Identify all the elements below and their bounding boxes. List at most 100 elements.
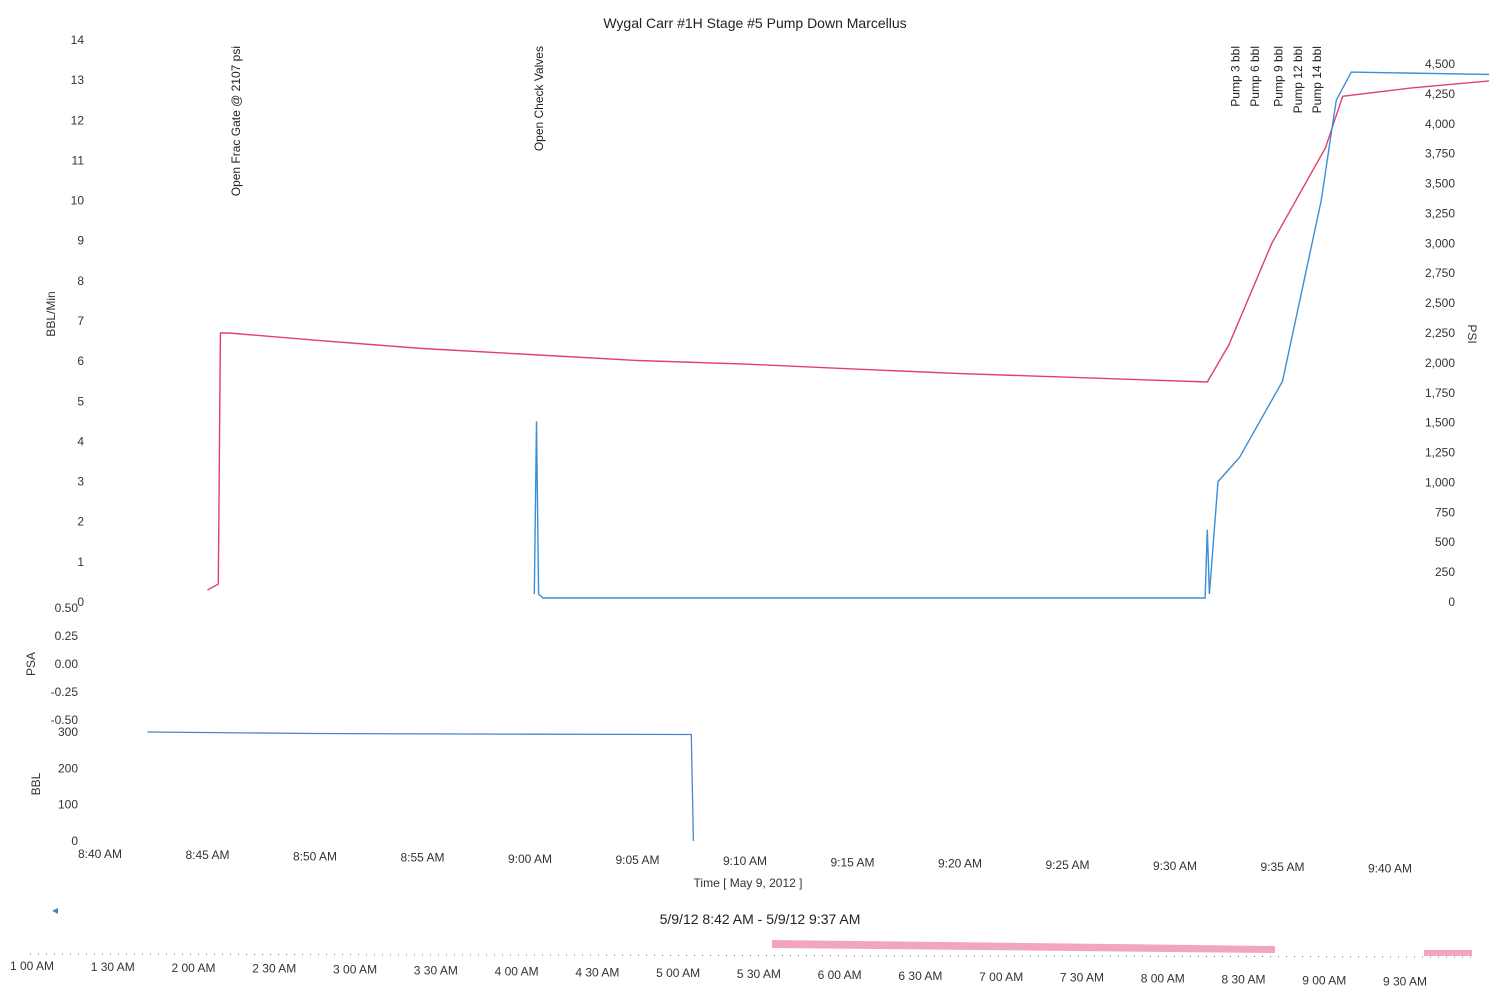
- bbl-tick-label: 100: [58, 798, 78, 812]
- y-right-tick-label: 1,750: [1425, 386, 1455, 400]
- bbl-tick-label: 200: [58, 761, 78, 775]
- x-tick-label: 8:45 AM: [185, 848, 229, 862]
- y-left-tick-label: 9: [77, 234, 84, 248]
- y-right-tick-label: 500: [1435, 535, 1455, 549]
- event-annotation: Pump 14 bbl: [1310, 46, 1324, 113]
- y-left-tick-label: 6: [77, 354, 84, 368]
- x-tick-label: 9:20 AM: [938, 857, 982, 871]
- overview-tick-label: 8 30 AM: [1221, 973, 1265, 987]
- overview-tick-label: 7 00 AM: [979, 970, 1023, 984]
- y-right-tick-label: 3,750: [1425, 147, 1455, 161]
- x-tick-label: 9:40 AM: [1368, 861, 1412, 875]
- event-annotation: Pump 3 bbl: [1229, 46, 1243, 107]
- overview-scroll-left-icon[interactable]: ◂: [52, 903, 58, 917]
- y-right-tick-label: 3,250: [1425, 206, 1455, 220]
- y-left-tick-label: 14: [71, 33, 85, 47]
- y-left-tick-label: 12: [71, 113, 85, 127]
- y-left-tick-label: 1: [77, 555, 84, 569]
- y-right-tick-label: 1,000: [1425, 475, 1455, 489]
- y-right-tick-label: 4,250: [1425, 87, 1455, 101]
- bbl-tick-label: 300: [58, 725, 78, 739]
- psa-tick-label: 0.00: [55, 657, 79, 671]
- x-tick-label: 9:35 AM: [1260, 860, 1304, 874]
- y-right-tick-label: 750: [1435, 505, 1455, 519]
- event-annotation: Open Check Valves: [532, 46, 546, 151]
- bbl-tick-label: 0: [71, 834, 78, 848]
- y-left-tick-label: 3: [77, 475, 84, 489]
- overview-selection-band: [772, 940, 1275, 953]
- y-right-tick-label: 1,500: [1425, 416, 1455, 430]
- x-tick-label: 9:30 AM: [1153, 859, 1197, 873]
- overview-tick-label: 4 30 AM: [575, 965, 619, 979]
- y-right-tick-label: 250: [1435, 565, 1455, 579]
- event-annotation: Open Frac Gate @ 2107 psi: [229, 46, 243, 196]
- overview-tick-label: 5 30 AM: [737, 967, 781, 981]
- y-left-tick-label: 11: [72, 153, 85, 167]
- x-tick-label: 9:25 AM: [1045, 858, 1089, 872]
- psa-tick-label: -0.50: [51, 713, 79, 727]
- y-right-tick-label: 2,250: [1425, 326, 1455, 340]
- x-tick-label: 8:50 AM: [293, 849, 337, 863]
- y-left-tick-label: 5: [77, 394, 84, 408]
- overview-tick-label: 8 00 AM: [1141, 972, 1185, 986]
- x-tick-label: 8:40 AM: [78, 847, 122, 861]
- event-annotation: Pump 6 bbl: [1248, 46, 1262, 107]
- main-plot: 14131211109876543210BBL/Min4,5004,2504,0…: [44, 33, 1489, 875]
- x-tick-label: 9:10 AM: [723, 854, 767, 868]
- event-annotation: Pump 12 bbl: [1291, 46, 1305, 113]
- y-right-tick-label: 3,000: [1425, 236, 1455, 250]
- y-right-tick-label: 1,250: [1425, 446, 1455, 460]
- overview-tick-label: 4 00 AM: [495, 964, 539, 978]
- overview-tick-label: 6 30 AM: [898, 969, 942, 983]
- y-left-axis-title: BBL/Min: [44, 291, 58, 336]
- overview-tick-label: 1 30 AM: [91, 960, 135, 974]
- y-right-tick-label: 2,750: [1425, 266, 1455, 280]
- overview-end-band: [1424, 950, 1472, 956]
- overview-tick-label: 3 30 AM: [414, 964, 458, 978]
- psa-tick-label: 0.50: [55, 601, 79, 615]
- x-axis-title: Time [ May 9, 2012 ]: [694, 876, 803, 890]
- overview-tick-label: 9 00 AM: [1302, 973, 1346, 987]
- psa-tick-label: -0.25: [51, 685, 79, 699]
- bbl-series-line: [147, 731, 695, 842]
- x-tick-label: 8:55 AM: [400, 851, 444, 865]
- y-left-tick-label: 10: [71, 194, 85, 208]
- psa-plot: 0.50 0.25 0.00 -0.25 -0.50 PSA: [24, 601, 78, 727]
- y-left-tick-label: 13: [71, 73, 85, 87]
- x-tick-label: 9:15 AM: [830, 855, 874, 869]
- y-right-tick-label: 2,500: [1425, 296, 1455, 310]
- chart-title: Wygal Carr #1H Stage #5 Pump Down Marcel…: [603, 15, 906, 31]
- x-tick-label: 9:00 AM: [508, 852, 552, 866]
- y-right-tick-label: 2,000: [1425, 356, 1455, 370]
- bbl-plot: 300 200 100 0 BBL: [29, 725, 695, 848]
- y-right-tick-label: 4,500: [1425, 57, 1455, 71]
- y-right-tick-label: 4,000: [1425, 117, 1455, 131]
- overview-tick-label: 7 30 AM: [1060, 971, 1104, 985]
- y-left-tick-label: 0: [77, 595, 84, 609]
- overview-tick-label: 3 00 AM: [333, 963, 377, 977]
- overview-tick-label: 2 30 AM: [252, 962, 296, 976]
- y-left-tick-label: 7: [77, 314, 84, 328]
- y-left-tick-label: 4: [77, 434, 84, 448]
- pressure-series-line: [207, 80, 1489, 591]
- bbl-axis-title: BBL: [29, 772, 43, 795]
- psa-tick-label: 0.25: [55, 629, 79, 643]
- overview-tick-label: 1 00 AM: [10, 959, 54, 973]
- y-left-tick-label: 8: [77, 274, 84, 288]
- overview-tick-label: 2 00 AM: [172, 961, 216, 975]
- overview-tick-label: 5 00 AM: [656, 966, 700, 980]
- overview-tick-label: 9 30 AM: [1383, 974, 1427, 988]
- y-right-tick-label: 0: [1448, 595, 1455, 609]
- y-right-tick-label: 3,500: [1425, 177, 1455, 191]
- overview-tick-label: 6 00 AM: [818, 968, 862, 982]
- overview-track: [29, 953, 1476, 958]
- event-annotation: Pump 9 bbl: [1272, 46, 1286, 107]
- psa-axis-title: PSA: [24, 652, 38, 676]
- overview-timeline[interactable]: 1 00 AM 1 30 AM 2 00 AM 2 30 AM 3 00 AM 3 30 …: [10, 940, 1476, 988]
- rate-series-line: [533, 71, 1489, 599]
- time-range-label: 5/9/12 8:42 AM - 5/9/12 9:37 AM: [660, 911, 861, 927]
- y-left-tick-label: 2: [77, 515, 84, 529]
- y-right-axis-title: PSI: [1465, 324, 1479, 343]
- x-tick-label: 9:05 AM: [615, 853, 659, 867]
